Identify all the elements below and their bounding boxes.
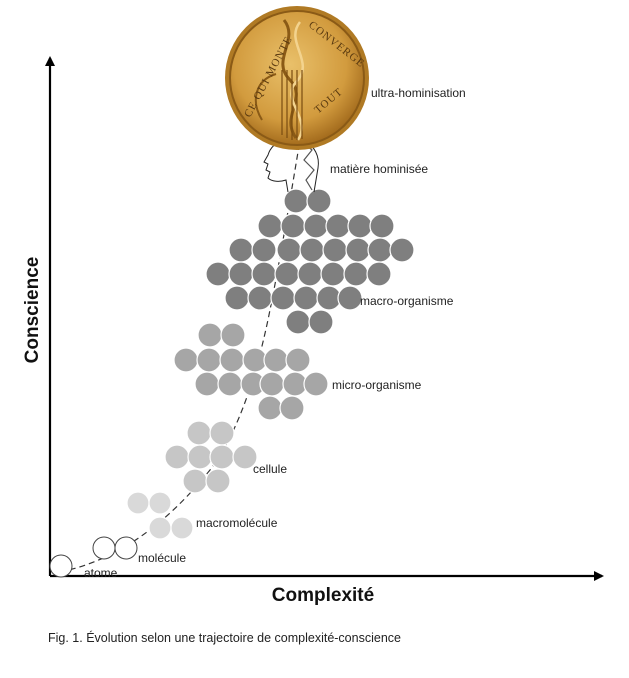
macro-circle <box>205 261 231 287</box>
macro-circle <box>366 261 392 287</box>
label-molecule: molécule <box>138 551 186 565</box>
macro-circle <box>367 237 393 263</box>
label-atome: atome <box>84 566 118 580</box>
macro-circle <box>369 213 395 239</box>
macro-circle <box>322 237 348 263</box>
micro-circle <box>242 347 268 373</box>
molecule-circle <box>114 536 138 560</box>
micro-circle <box>197 322 223 348</box>
macromolecule-circle <box>148 516 172 540</box>
cellule-circle <box>205 468 231 494</box>
cellule-circle <box>186 420 212 446</box>
macro-circle <box>306 188 332 214</box>
macro-circle <box>257 213 283 239</box>
label-ultra-hominisation: ultra-hominisation <box>371 86 466 100</box>
macro-circle <box>283 188 309 214</box>
macro-circle <box>251 237 277 263</box>
stage-micro-organisme-cluster <box>173 322 329 421</box>
macro-circle <box>247 285 273 311</box>
micro-circle <box>220 322 246 348</box>
macro-circle <box>320 261 346 287</box>
macro-circle <box>389 237 415 263</box>
micro-circle <box>263 347 289 373</box>
micro-circle <box>282 371 308 397</box>
label-matiere-hominisee: matière hominisée <box>330 162 428 176</box>
macro-circle <box>297 261 323 287</box>
trajectory-curve <box>59 139 301 573</box>
cellule-circle <box>232 444 258 470</box>
label-macro-organisme: macro-organisme <box>360 294 454 308</box>
macro-circle <box>276 237 302 263</box>
micro-circle <box>173 347 199 373</box>
stage-atome-cluster <box>49 554 73 578</box>
y-axis-title: Conscience <box>22 257 43 364</box>
macro-circle <box>316 285 342 311</box>
molecule-circle <box>92 536 116 560</box>
macro-circle <box>299 237 325 263</box>
label-cellule: cellule <box>253 462 287 476</box>
micro-circle <box>285 347 311 373</box>
macro-circle <box>303 213 329 239</box>
micro-circle <box>219 347 245 373</box>
cellule-circle <box>209 420 235 446</box>
macro-circle <box>274 261 300 287</box>
macro-circle <box>285 309 311 335</box>
stage-macro-organisme-cluster <box>205 188 415 335</box>
micro-circle <box>257 395 283 421</box>
cellule-circle <box>182 468 208 494</box>
macro-circle <box>308 309 334 335</box>
figure-caption: Fig. 1. Évolution selon une trajectoire … <box>48 630 401 645</box>
macro-circle <box>345 237 371 263</box>
macro-circle <box>293 285 319 311</box>
macro-circle <box>228 237 254 263</box>
convergence-medal: CE QUI MONTE CONVERGE TOUT <box>225 6 369 150</box>
macro-circle <box>337 285 363 311</box>
macro-circle <box>228 261 254 287</box>
macromolecule-circle <box>148 491 172 515</box>
macro-circle <box>325 213 351 239</box>
atome-circle <box>49 554 73 578</box>
micro-circle <box>217 371 243 397</box>
label-micro-organisme: micro-organisme <box>332 378 422 392</box>
macro-circle <box>280 213 306 239</box>
macro-circle <box>270 285 296 311</box>
cellule-circle <box>209 444 235 470</box>
stage-cellule-cluster <box>164 420 258 494</box>
micro-circle <box>303 371 329 397</box>
stage-macromolecule-cluster <box>126 491 194 540</box>
micro-circle <box>196 347 222 373</box>
micro-circle <box>279 395 305 421</box>
label-macromolecule: macromolécule <box>196 516 278 530</box>
macromolecule-circle <box>126 491 150 515</box>
macromolecule-circle <box>170 516 194 540</box>
x-axis-title: Complexité <box>272 585 374 606</box>
macro-circle <box>224 285 250 311</box>
cellule-circle <box>187 444 213 470</box>
micro-circle <box>259 371 285 397</box>
stage-molecule-cluster <box>92 536 138 560</box>
macro-circle <box>251 261 277 287</box>
micro-circle <box>194 371 220 397</box>
macro-circle <box>347 213 373 239</box>
macro-circle <box>343 261 369 287</box>
cellule-circle <box>164 444 190 470</box>
